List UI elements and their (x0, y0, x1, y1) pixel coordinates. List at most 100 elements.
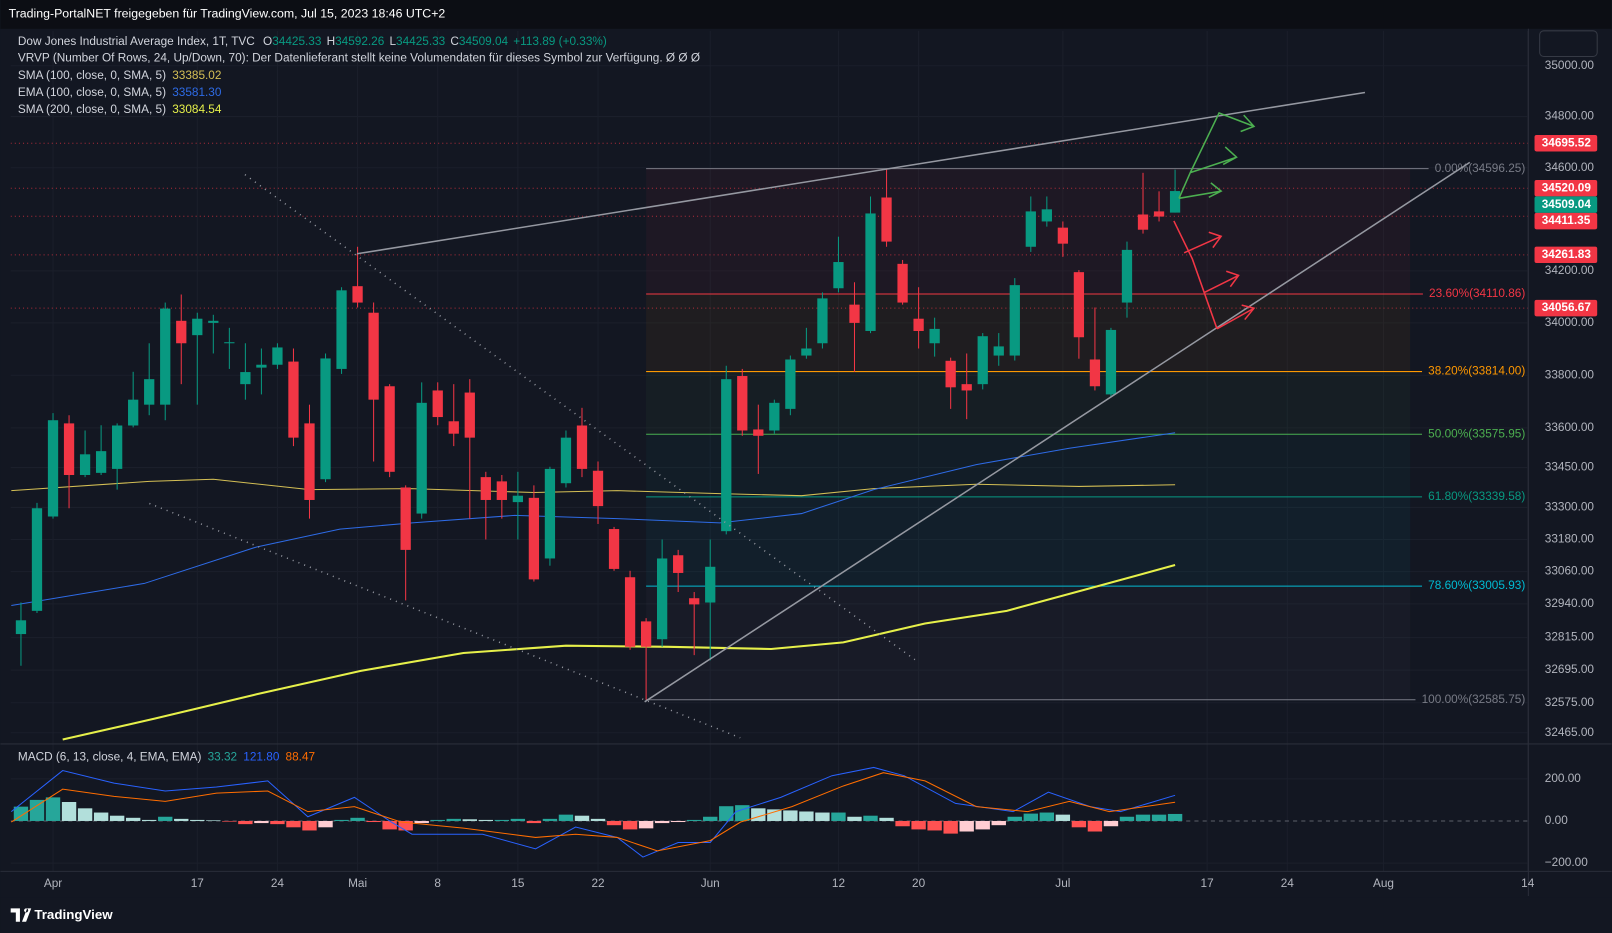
macd-histogram-bar (959, 820, 974, 832)
price-label-box (1534, 196, 1598, 213)
candle-body (448, 421, 459, 434)
candle-body (785, 359, 796, 409)
candle-body (368, 312, 379, 400)
macd-histogram-bar (975, 820, 990, 830)
candle-body (528, 497, 540, 580)
candle-body (1105, 329, 1117, 395)
macd-histogram-bar (446, 818, 461, 821)
legend-item: 121.80 (243, 749, 280, 763)
candle-body (993, 346, 1004, 356)
candle-body (769, 402, 780, 431)
candle-body (1009, 285, 1020, 356)
macd-histogram-bar (238, 820, 253, 825)
price-label: 34695.52 (1542, 135, 1592, 149)
candle-body (1073, 272, 1085, 338)
price-label: 34261.83 (1542, 247, 1592, 261)
candle-body (608, 529, 620, 569)
macd-histogram-bar (831, 812, 846, 821)
candle-body (144, 379, 155, 405)
axes: 35000.00 34800.00 34600.00 34200.00 34000.00… (44, 58, 1598, 890)
brand-logo[interactable] (10, 908, 32, 922)
macd-histogram-bar (590, 818, 606, 821)
price-label-box (1534, 179, 1598, 197)
fib-label: 100.00%(32585.75) (1422, 692, 1526, 706)
fib-zone (646, 496, 1411, 587)
y-tick-label: 32575.00 (1545, 695, 1595, 709)
candle-body (689, 598, 700, 605)
y-tick-label: 33060.00 (1545, 564, 1595, 578)
macd-histogram-bar (206, 820, 221, 821)
candle-body (849, 304, 860, 323)
legend-symbol: Dow Jones Industrial Average Index, 1T, … (18, 34, 607, 48)
x-tick-label: 17 (1201, 876, 1214, 890)
candle-body (496, 481, 507, 500)
macd-histogram-bar (703, 816, 718, 821)
bullish-arrows (1178, 112, 1256, 200)
brand-name[interactable]: TradingView (34, 907, 113, 922)
candle-body (865, 213, 876, 331)
macd-histogram-bar (414, 820, 429, 824)
macd-histogram-bar (254, 820, 269, 824)
macd-histogram-bar (815, 812, 830, 821)
toolbar-box[interactable] (1539, 30, 1598, 58)
macd-histogram-bar (125, 817, 141, 821)
price-label-box (1534, 299, 1598, 317)
y-tick-label: 33800.00 (1545, 367, 1595, 381)
candle-body (128, 399, 139, 426)
legend-item: 33385.02 (172, 68, 221, 82)
legend-item: 88.47 (286, 749, 316, 763)
macd-histogram-bar (190, 819, 205, 821)
candle-body (480, 477, 491, 500)
y-tick-label: 33600.00 (1545, 420, 1595, 434)
x-tick-label: 8 (434, 876, 441, 890)
x-tick-label: 20 (912, 876, 926, 890)
x-tick-label: Apr (44, 876, 62, 890)
macd-histogram-bar (222, 820, 237, 822)
macd-histogram-bar (767, 809, 782, 821)
legend-item: MACD (6, 13, close, 4, EMA, EMA) (18, 749, 202, 763)
footer-bar (0, 897, 1612, 933)
candle-body (624, 577, 636, 647)
legend-item: 33581.30 (172, 85, 222, 99)
macd-histogram-bar (606, 820, 622, 826)
macd-histogram-bar (1167, 813, 1183, 821)
x-tick-label: 14 (1521, 876, 1535, 890)
candle-body (656, 558, 668, 640)
legend-item: 34592.26 (335, 34, 385, 48)
candle-body (592, 470, 604, 507)
macd-histogram-bar (494, 819, 510, 821)
candle-body (288, 361, 299, 438)
legend-indicator: SMA (100, close, 0, SMA, 5) 33385.02 (18, 68, 222, 82)
candle-body (1169, 191, 1181, 213)
candle-body (336, 290, 347, 369)
macd-histogram-bar (542, 818, 558, 821)
candle-body (384, 386, 395, 472)
candle-body (544, 468, 556, 559)
macd-histogram-bar (847, 816, 862, 821)
macd-histogram-bar (574, 815, 590, 821)
macd-histogram-bar (478, 819, 494, 821)
candle-body (15, 620, 27, 635)
price-label-box (1534, 135, 1598, 152)
dotted-trend-line (244, 174, 916, 661)
trend-line (356, 91, 1366, 255)
fib-label: 50.00%(33575.95) (1428, 426, 1525, 440)
candle-body (224, 342, 235, 344)
candle-body (256, 364, 267, 368)
x-tick-label: Jul (1055, 876, 1070, 890)
candle-body (31, 508, 43, 611)
legend-item: EMA (100, close, 0, SMA, 5) (18, 85, 166, 99)
candle-body (304, 423, 315, 500)
y-tick-label: 32465.00 (1545, 725, 1595, 739)
x-tick-label: 24 (271, 876, 285, 890)
y-tick-label: 33300.00 (1545, 500, 1595, 514)
candle-body (95, 451, 107, 473)
price-label: 34509.04 (1542, 197, 1592, 211)
header-bar (0, 0, 1612, 29)
macd-histogram-bar (991, 820, 1006, 826)
legend-item: C (450, 34, 459, 48)
macd-histogram-bar (1007, 816, 1022, 821)
macd-histogram-bar (863, 815, 878, 821)
legend-indicator: EMA (100, close, 0, SMA, 5) 33581.30 (18, 85, 222, 99)
legend: Dow Jones Industrial Average Index, 1T, … (18, 34, 700, 763)
